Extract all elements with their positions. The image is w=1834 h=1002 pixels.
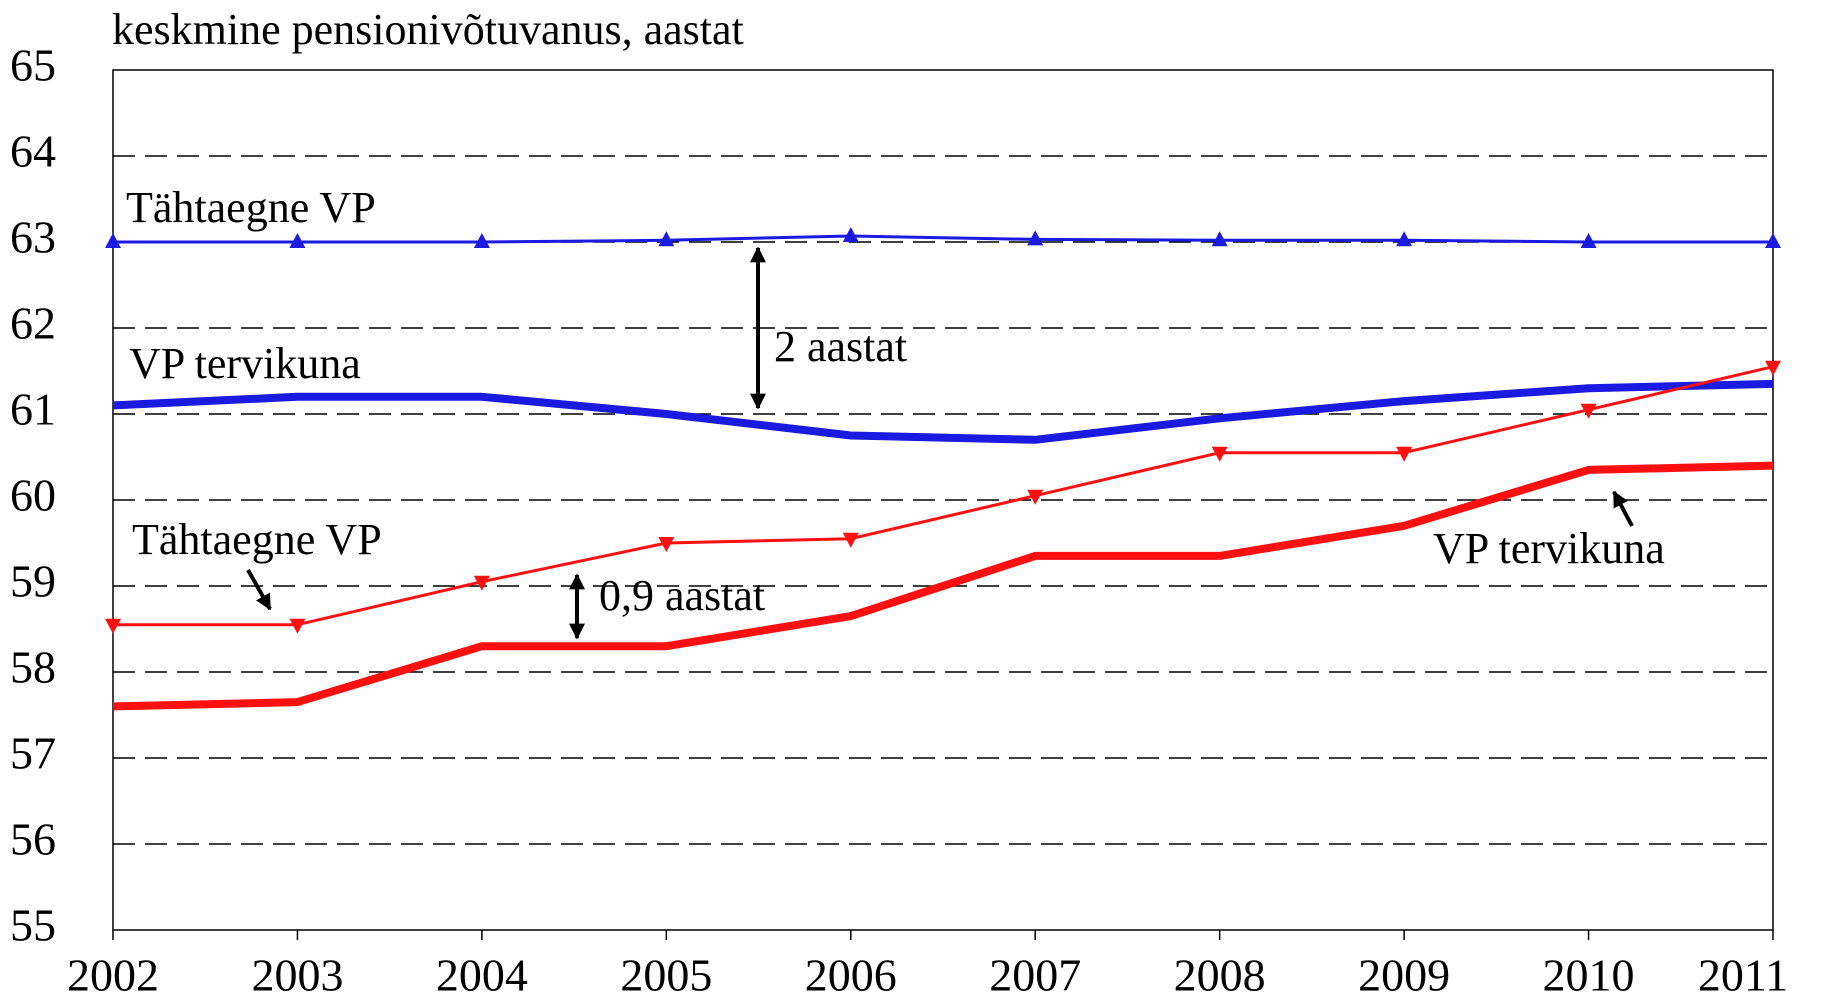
series-label: Tähtaegne VP	[126, 183, 376, 232]
annotation: 2 aastat	[774, 322, 907, 371]
series-line	[112, 461, 1774, 711]
y-tick-label: 60	[10, 470, 56, 521]
y-tick-label: 57	[10, 728, 56, 779]
marker	[473, 233, 490, 248]
marker	[842, 226, 859, 242]
x-tick-label: 2007	[989, 950, 1081, 1001]
y-tick-label: 61	[10, 384, 56, 435]
marker	[1765, 233, 1781, 248]
marker	[842, 532, 859, 548]
arrow	[246, 569, 272, 611]
marker	[105, 233, 121, 248]
series-label: VP tervikuna	[129, 339, 361, 388]
series-label: VP tervikuna	[1433, 524, 1665, 573]
marker	[473, 575, 490, 591]
marker	[1211, 446, 1228, 462]
arrow	[1612, 490, 1634, 527]
marker	[1211, 231, 1228, 247]
series-line	[112, 379, 1774, 444]
series-line	[113, 365, 1774, 627]
x-tick-label: 2004	[436, 950, 528, 1001]
marker	[658, 231, 675, 247]
x-tick-label: 2005	[620, 950, 712, 1001]
marker	[1580, 403, 1597, 419]
series-line	[113, 234, 1773, 244]
marker	[1580, 233, 1597, 248]
marker	[289, 618, 306, 634]
x-tick-label: 2009	[1358, 950, 1450, 1001]
y-tick-label: 63	[10, 212, 56, 263]
y-tick-label: 56	[10, 814, 56, 865]
x-tick-label: 2006	[805, 950, 897, 1001]
marker	[658, 537, 675, 552]
y-tick-label: 65	[10, 40, 56, 91]
marker	[1027, 230, 1044, 246]
chart-title: keskmine pensionivõtuvanus, aastat	[112, 5, 744, 54]
marker	[1027, 489, 1044, 505]
y-tick-label: 64	[10, 126, 56, 177]
marker	[1396, 446, 1413, 462]
marker	[1765, 360, 1781, 376]
marker	[289, 233, 306, 248]
marker	[1396, 231, 1413, 247]
y-tick-label: 58	[10, 642, 56, 693]
x-tick-label: 2010	[1543, 950, 1635, 1001]
x-tick-label: 2002	[67, 950, 159, 1001]
plot-frame	[112, 69, 1774, 931]
y-tick-label: 59	[10, 556, 56, 607]
y-tick-label: 62	[10, 298, 56, 349]
x-tick-label: 2008	[1174, 950, 1266, 1001]
annotation: 0,9 aastat	[599, 571, 765, 620]
x-tick-label: 2011	[1698, 950, 1788, 1001]
y-tick-label: 55	[10, 900, 56, 951]
series-label: Tähtaegne VP	[132, 515, 382, 564]
marker	[105, 618, 121, 634]
x-tick-label: 2003	[251, 950, 343, 1001]
